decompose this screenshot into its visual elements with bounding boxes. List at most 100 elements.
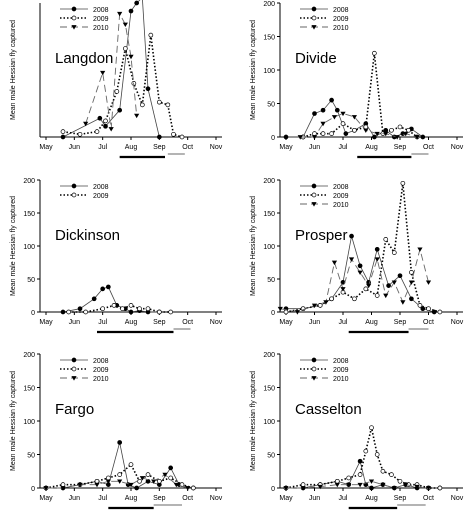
y-tick-label: 150 — [23, 211, 35, 218]
x-tick-label-jul: Jul — [339, 495, 348, 502]
data-point-2008 — [357, 263, 363, 269]
data-point-2009 — [409, 270, 414, 275]
data-point-2009 — [190, 485, 196, 491]
series-line-2009 — [285, 183, 441, 313]
data-point-2008 — [374, 246, 380, 252]
data-point-2010 — [100, 70, 106, 76]
series-line-2009 — [285, 427, 440, 489]
legend-marker — [71, 6, 77, 12]
y-tick-label: 150 — [263, 386, 275, 393]
data-point-2009 — [117, 472, 123, 477]
x-tick-label-oct: Oct — [182, 495, 193, 502]
data-point-2008 — [357, 458, 363, 464]
data-point-2010 — [323, 300, 329, 305]
legend-marker — [71, 15, 77, 21]
data-point-2008 — [409, 296, 414, 302]
data-point-2008 — [386, 283, 391, 288]
data-point-2010 — [403, 482, 409, 488]
data-point-2009 — [128, 303, 134, 308]
legend-marker — [71, 183, 77, 189]
data-point-2010 — [108, 127, 114, 132]
series-line-2008 — [62, 0, 160, 138]
legend-marker — [311, 192, 317, 198]
legend-marker — [311, 357, 317, 363]
legend-label: 2009 — [333, 193, 349, 200]
data-point-2009 — [156, 309, 162, 315]
y-tick-label: 150 — [23, 386, 35, 393]
data-point-2010 — [366, 283, 372, 289]
panel-fargo: 0 50 100 150 200 May Jun Jul Aug Sep Oct Nov Mean ma… — [10, 352, 223, 510]
x-tick-label-sep: Sep — [394, 319, 407, 326]
legend-marker — [311, 376, 317, 381]
data-point-2010 — [425, 280, 432, 285]
data-point-2008 — [77, 306, 83, 312]
panel-divide: 0 50 100 150 200 May Jun Jul Aug Sep Oct Nov Mean ma… — [250, 1, 464, 159]
data-point-2010 — [128, 54, 134, 60]
data-point-2010 — [414, 135, 420, 140]
legend-marker — [71, 357, 77, 363]
series-line-2008 — [62, 286, 160, 313]
x-tick-label-may: May — [279, 319, 293, 326]
data-point-2010 — [383, 293, 389, 299]
data-point-2009 — [406, 127, 411, 133]
y-tick-label: 200 — [263, 178, 275, 185]
data-point-2009 — [165, 102, 171, 108]
y-tick-label: 100 — [23, 419, 35, 426]
legend-label: 2008 — [93, 184, 109, 191]
data-point-2009 — [369, 425, 374, 431]
legend-marker — [71, 376, 77, 381]
x-tick-label-may: May — [39, 144, 53, 151]
data-point-2008 — [168, 465, 174, 471]
data-point-2008 — [431, 309, 437, 315]
x-tick-label-jul: Jul — [98, 319, 107, 326]
x-tick-label-sep: Sep — [394, 144, 407, 151]
series-line-2009 — [68, 304, 171, 313]
data-point-2009 — [383, 237, 389, 242]
data-point-2008 — [105, 284, 111, 290]
site-label: Langdon — [55, 50, 113, 67]
data-point-2010 — [277, 306, 283, 312]
data-point-2009 — [363, 448, 369, 454]
data-point-2010 — [151, 479, 157, 484]
x-tick-label-aug: Aug — [125, 319, 138, 326]
y-tick-label: 200 — [23, 352, 35, 359]
site-label: Casselton — [295, 401, 362, 418]
legend-label: 2008 — [93, 358, 109, 365]
data-point-2008 — [97, 115, 103, 121]
series-line-2010 — [286, 480, 429, 489]
data-point-2010 — [400, 300, 406, 305]
data-point-2009 — [168, 475, 174, 481]
data-point-2010 — [374, 257, 380, 262]
data-point-2010 — [340, 111, 346, 117]
data-point-2009 — [340, 121, 346, 126]
data-point-2009 — [139, 102, 145, 108]
data-point-2008 — [91, 296, 97, 302]
data-point-2010 — [340, 287, 346, 292]
data-point-2009 — [380, 468, 386, 474]
x-tick-label-sep: Sep — [153, 495, 166, 502]
x-tick-label-jun: Jun — [309, 319, 320, 326]
data-point-2010 — [311, 135, 318, 140]
data-point-2008 — [343, 131, 349, 136]
series-line-2010 — [46, 474, 188, 489]
x-tick-label-nov: Nov — [451, 495, 464, 502]
legend-label: 2009 — [93, 367, 109, 374]
data-point-2010 — [408, 280, 414, 285]
legend-label: 2008 — [333, 7, 349, 14]
y-axis-label: Mean male Hessian fly captured — [250, 196, 257, 296]
data-point-2009 — [145, 306, 151, 312]
data-point-2010 — [403, 131, 409, 137]
data-point-2010 — [117, 11, 123, 17]
data-point-2010 — [363, 128, 369, 133]
data-point-2009 — [148, 32, 154, 38]
site-label: Divide — [295, 50, 337, 67]
x-tick-label-aug: Aug — [365, 144, 378, 151]
data-point-2008 — [420, 134, 426, 140]
data-point-2010 — [60, 486, 66, 491]
x-tick-label-oct: Oct — [423, 495, 434, 502]
y-tick-label: 100 — [23, 244, 35, 251]
data-point-2009 — [94, 478, 100, 484]
y-axis-label: Mean male Hessian fly captured — [250, 371, 257, 471]
data-point-2009 — [128, 462, 134, 467]
data-point-2009 — [156, 478, 162, 484]
